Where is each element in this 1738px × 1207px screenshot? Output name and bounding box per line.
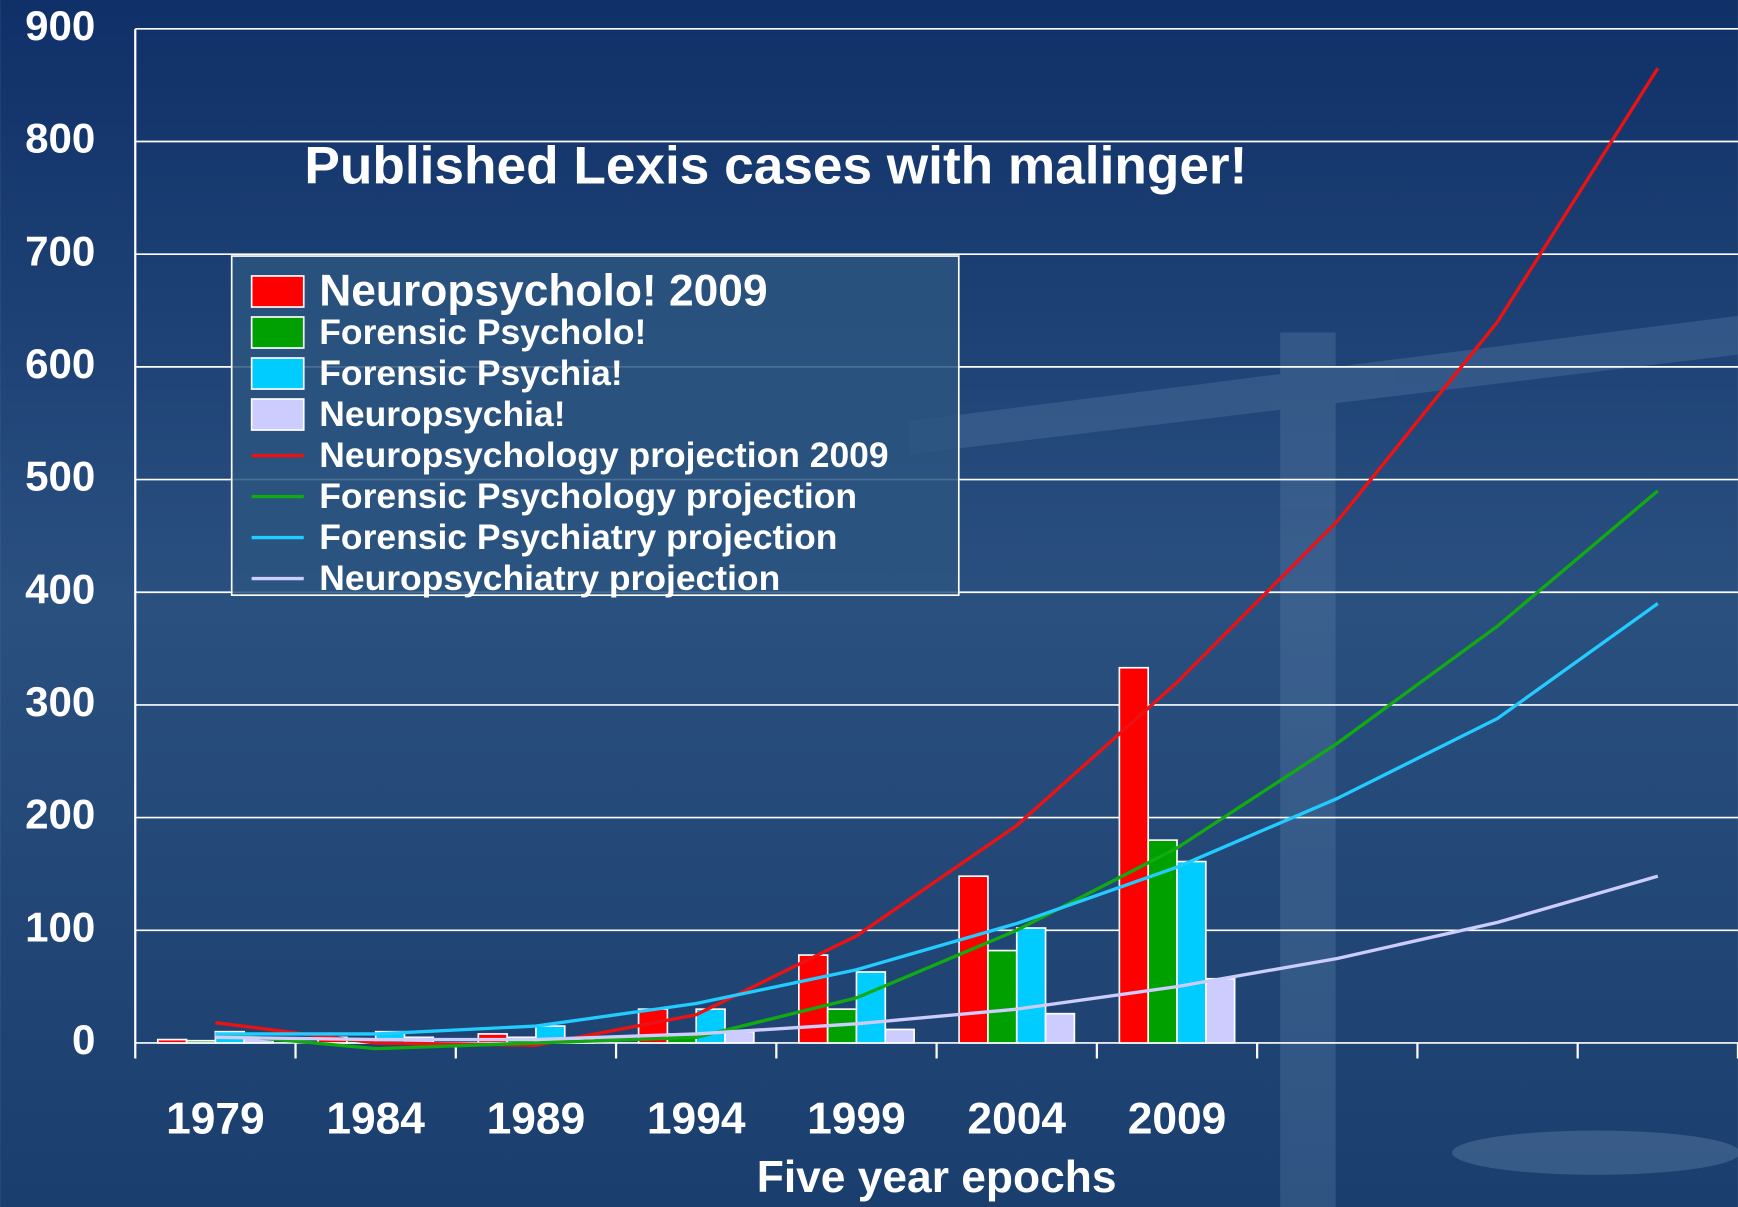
bar (1118, 666, 1150, 1044)
projection-line (215, 602, 1659, 1036)
plot-area: 0 100 200 300 400 500 600 700 800 900 1979 1984 1989… (25, 2, 1738, 1143)
y-tick-label: 300 (25, 678, 95, 725)
bar (1176, 860, 1207, 1044)
y-tick-label: 400 (25, 565, 95, 612)
projection-line (215, 874, 1659, 1042)
y-tick-label: 200 (25, 791, 95, 838)
x-tick-label: 2004 (967, 1094, 1066, 1143)
bar (156, 1038, 188, 1044)
legend-label: Forensic Psychiatry projection (319, 517, 837, 557)
bar (798, 954, 829, 1044)
legend-label: Forensic Psychology projection (319, 476, 857, 516)
legend-swatch (250, 275, 305, 308)
legend-label: Forensic Psychia! (319, 353, 622, 393)
bar (1015, 927, 1047, 1044)
legend-box (230, 255, 960, 597)
x-axis-label: Five year epochs (757, 1153, 1117, 1202)
x-tick-label: 1989 (487, 1094, 586, 1143)
y-tick-label: 600 (25, 340, 95, 387)
y-tick-label: 900 (25, 2, 95, 49)
bar (987, 949, 1018, 1044)
chart-title: Published Lexis cases with malinger! (304, 137, 1247, 196)
bar (1044, 1012, 1076, 1044)
projection-line (215, 67, 1660, 1047)
legend-label: Neuropsychology projection 2009 (319, 435, 888, 475)
x-tick-label: 1984 (326, 1094, 425, 1143)
y-tick-label: 100 (25, 903, 95, 950)
legend-label: Neuropsychiatry projection (319, 558, 780, 598)
x-tick-label: 1994 (647, 1094, 746, 1143)
y-tick-label: 0 (72, 1016, 95, 1063)
bar (185, 1039, 217, 1044)
y-tick-label: 800 (25, 115, 95, 162)
projection-line (215, 489, 1659, 1051)
x-tick-label: 1979 (166, 1094, 265, 1143)
x-tick-label: 2009 (1128, 1094, 1227, 1143)
legend-swatch (250, 398, 305, 431)
bar (855, 971, 887, 1044)
legend-label: Neuropsycholo! 2009 (319, 266, 767, 315)
legend-swatch (250, 316, 305, 349)
scales-decoration (908, 315, 1738, 1207)
legend-label: Neuropsychia! (319, 394, 565, 434)
bar (884, 1028, 915, 1044)
bar (1204, 977, 1236, 1044)
bar (958, 875, 989, 1044)
legend-swatch (250, 357, 305, 390)
y-tick-label: 500 (25, 453, 95, 500)
x-tick-label: 1999 (807, 1094, 906, 1143)
legend-label: Forensic Psycholo! (319, 312, 646, 352)
y-tick-label: 700 (25, 227, 95, 274)
